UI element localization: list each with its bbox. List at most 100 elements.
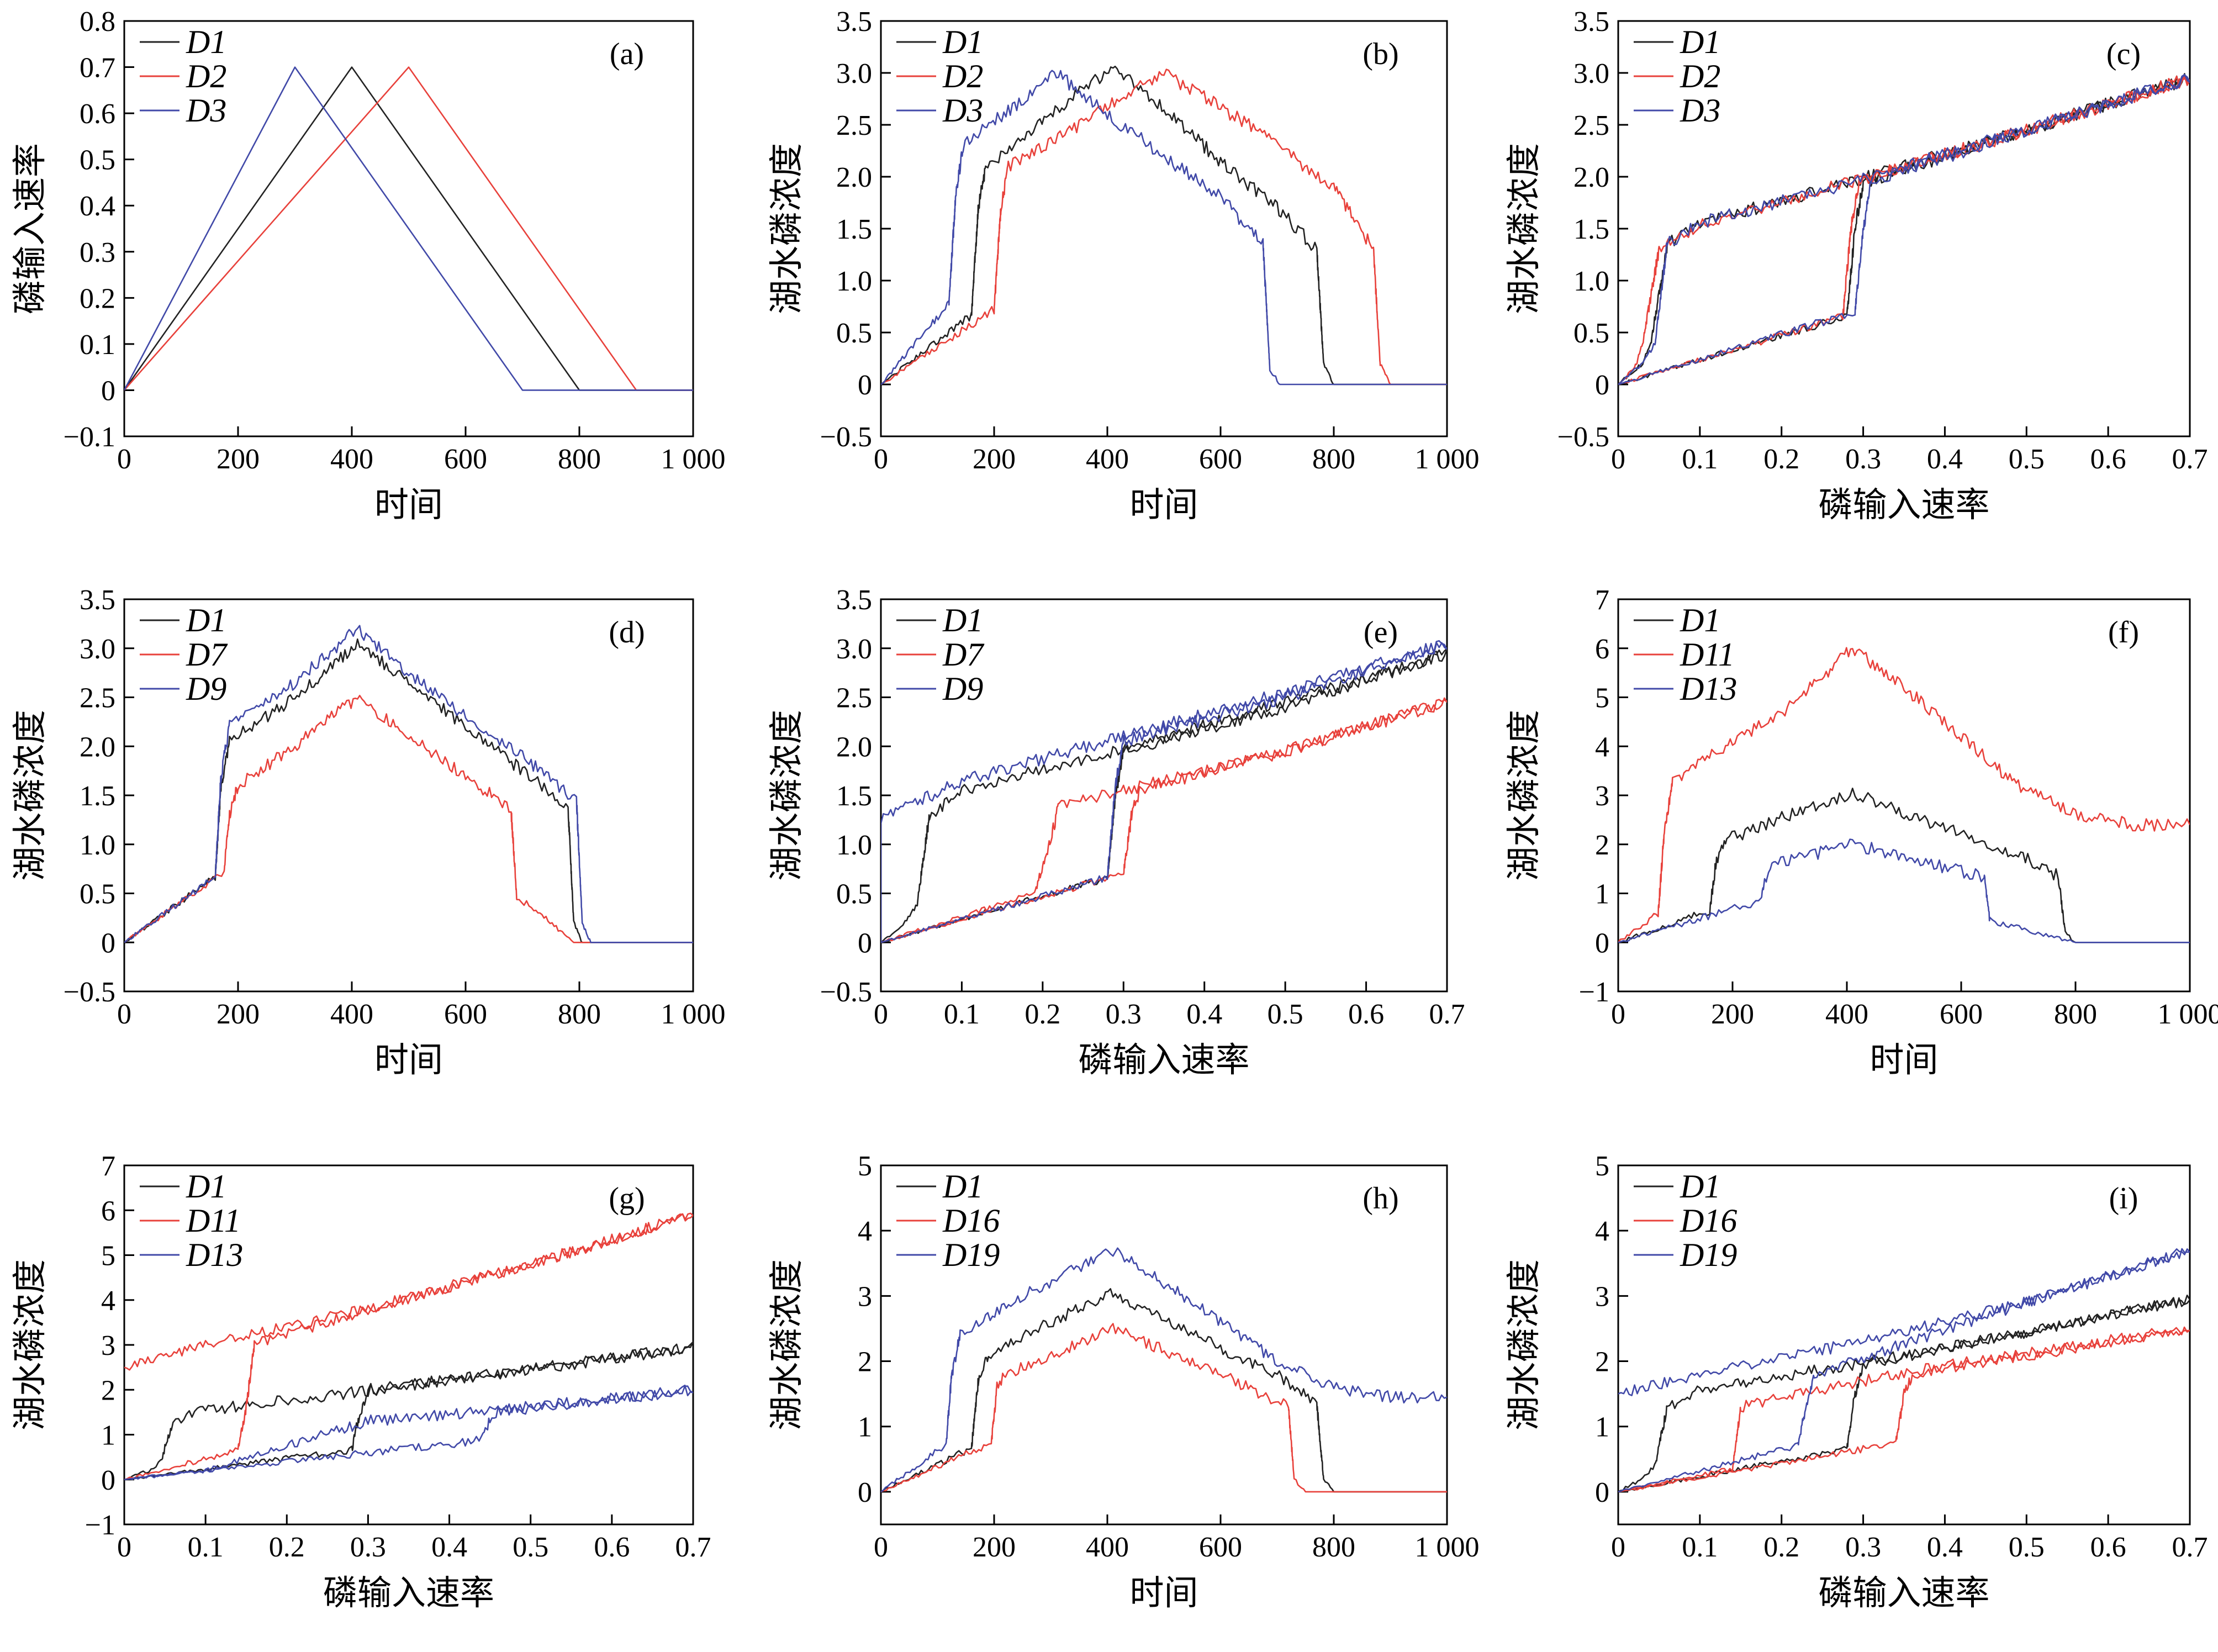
y-tick-label: 1	[1595, 879, 1609, 910]
x-tick-label: 0	[117, 444, 131, 475]
y-tick-label: 2.5	[836, 110, 872, 141]
x-tick-label: 1 000	[1415, 1532, 1480, 1563]
y-tick-label: 0	[101, 375, 115, 407]
y-tick-label: 0.2	[80, 283, 115, 314]
series-D13-line	[124, 1384, 693, 1481]
x-tick-label: 400	[1825, 999, 1868, 1030]
y-axis-title: 湖水磷浓度	[768, 1259, 806, 1431]
x-tick-label: 0.4	[1186, 999, 1222, 1030]
x-tick-label: 0.1	[1682, 444, 1718, 475]
y-tick-label: 2.0	[80, 731, 115, 763]
y-tick-label: 0	[101, 927, 115, 959]
y-tick-label: 4	[858, 1216, 872, 1247]
series-D7-line	[124, 695, 693, 943]
x-tick-label: 0.2	[1024, 999, 1060, 1030]
x-tick-label: 600	[1199, 444, 1242, 475]
panel-c: 0 0.1 0.2 0.3 0.4 0.5 0.6 0.7−0.500.51.01.52.02…	[1506, 6, 2208, 524]
series-D19-line	[881, 1247, 1447, 1492]
y-tick-label: 0.6	[80, 98, 115, 130]
legend-label-D1: D1	[1680, 24, 1720, 60]
y-tick-label: 0.8	[80, 6, 115, 38]
x-tick-label: 0.4	[1927, 444, 1963, 475]
y-axis-title: 湖水磷浓度	[12, 1259, 49, 1431]
y-tick-label: 2.0	[836, 162, 872, 193]
x-tick-label: 0	[874, 1532, 888, 1563]
x-axis-title: 磷输入速率	[323, 1575, 494, 1612]
y-tick-label: 1	[858, 1412, 872, 1443]
legend-label-D11: D11	[1680, 636, 1735, 673]
y-tick-label: 0.5	[836, 879, 872, 910]
legend-label-D7: D7	[186, 636, 228, 673]
y-tick-label: 5	[1595, 683, 1609, 714]
x-tick-label: 200	[216, 444, 260, 475]
y-tick-label: 7	[1595, 584, 1609, 616]
y-tick-label: 1.5	[80, 780, 115, 812]
y-tick-label: 2.5	[836, 683, 872, 714]
x-tick-label: 1 000	[2158, 999, 2218, 1030]
panel-g: 0 0.1 0.2 0.3 0.4 0.5 0.6 0.7−101234567磷输入速率湖水磷…	[12, 1150, 711, 1612]
x-tick-label: 200	[973, 1532, 1016, 1563]
y-tick-label: 4	[1595, 731, 1609, 763]
y-tick-label: 0	[101, 1465, 115, 1496]
y-tick-label: 2.5	[80, 683, 115, 714]
x-tick-label: 0.5	[2009, 1532, 2045, 1563]
x-axis-title: 磷输入速率	[1818, 487, 1989, 524]
panel-label: (c)	[2106, 37, 2141, 71]
panel-label: (a)	[610, 37, 644, 71]
y-tick-label: 3.5	[836, 6, 872, 38]
y-tick-label: 1.0	[836, 266, 872, 297]
panel-f: 0 200 400 600 800 1 000−101234567时间湖水磷浓度(f)D1…	[1506, 584, 2218, 1079]
legend-label-D13: D13	[1680, 671, 1737, 707]
legend-label-D2: D2	[942, 58, 983, 94]
y-tick-label: 0	[1595, 1477, 1609, 1508]
y-axis-title: 湖水磷浓度	[1506, 143, 1543, 314]
x-tick-label: 400	[330, 999, 373, 1030]
x-tick-label: 800	[558, 999, 601, 1030]
y-tick-label: 1.5	[836, 214, 872, 245]
series-D1-line	[881, 65, 1447, 386]
x-tick-label: 0.4	[431, 1532, 467, 1563]
legend-label-D11: D11	[186, 1202, 241, 1239]
y-tick-label: 2	[1595, 830, 1609, 861]
series-D19-line	[1618, 1248, 2190, 1493]
x-tick-label: 0.2	[1763, 1532, 1799, 1563]
series-D1-line	[1618, 788, 2190, 943]
x-tick-label: 0	[117, 999, 131, 1030]
y-tick-label: −0.1	[64, 421, 115, 453]
y-tick-label: −1	[1579, 977, 1609, 1008]
y-axis-title: 湖水磷浓度	[768, 143, 806, 314]
y-tick-label: 2.0	[836, 731, 872, 763]
series-D9-line	[881, 640, 1447, 943]
y-axis-title: 湖水磷浓度	[1506, 710, 1543, 881]
y-tick-label: 0.1	[80, 329, 115, 361]
panel-label: (g)	[609, 1181, 645, 1216]
panel-a: 0 200 400 600 800 1 000−0.100.10.20.30.40.50.…	[12, 6, 726, 524]
x-tick-label: 400	[1086, 444, 1129, 475]
panel-label: (i)	[2109, 1181, 2138, 1216]
x-tick-label: 0	[1611, 444, 1625, 475]
x-tick-label: 600	[1199, 1532, 1242, 1563]
series-D3-line	[1618, 73, 2190, 386]
panel-label: (d)	[609, 615, 645, 650]
y-tick-label: 5	[101, 1241, 115, 1272]
series-D16-line	[1618, 1326, 2190, 1493]
plot-frame	[123, 20, 694, 437]
x-tick-label: 0.7	[1429, 999, 1465, 1030]
y-tick-label: 2.5	[1573, 110, 1609, 141]
y-tick-label: 3.0	[80, 634, 115, 665]
series-D11-line	[1618, 647, 2190, 943]
panel-h: 0 200 400 600 800 1 000 0 1 2 3 4 5 时间 湖水磷浓度 (h) D1D16D…	[768, 1150, 1480, 1612]
x-tick-label: 600	[1940, 999, 1983, 1030]
y-tick-label: 6	[101, 1195, 115, 1227]
x-tick-label: 0.6	[2090, 444, 2126, 475]
x-tick-label: 0.7	[2172, 1532, 2208, 1563]
legend-label-D16: D16	[1680, 1202, 1737, 1239]
y-tick-label: 0	[858, 927, 872, 959]
y-axis-title: 湖水磷浓度	[768, 710, 806, 881]
series-D11-line	[124, 1212, 693, 1481]
legend-label-D9: D9	[942, 671, 983, 707]
legend-label-D19: D19	[1680, 1237, 1737, 1273]
y-tick-label: 3	[1595, 1281, 1609, 1312]
x-tick-label: 0.3	[350, 1532, 386, 1563]
